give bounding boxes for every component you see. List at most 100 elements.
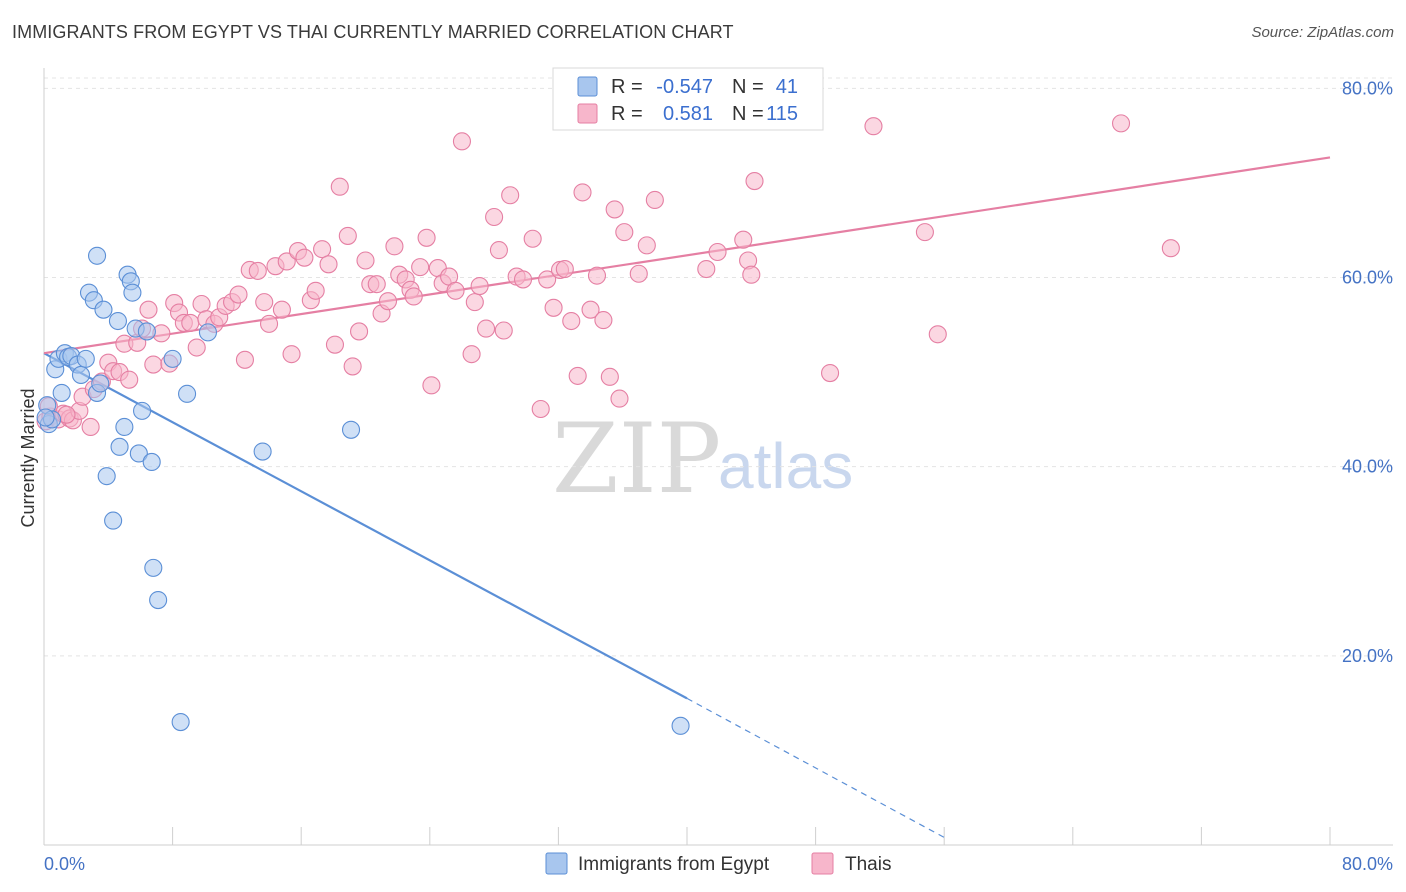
point-thais-72 xyxy=(462,345,481,364)
y-tick-labels: 20.0% 40.0% 60.0% 80.0% xyxy=(1342,78,1393,665)
point-thais-47 xyxy=(313,240,332,259)
point-thais-44 xyxy=(295,248,314,267)
point-thais-95 xyxy=(605,200,624,219)
point-egypt-22 xyxy=(115,417,134,437)
point-thais-111 xyxy=(1111,114,1131,133)
point-thais-49 xyxy=(325,335,345,354)
point-egypt-35 xyxy=(178,384,197,403)
y-tick-label-40: 40.0% xyxy=(1342,457,1393,477)
point-thais-93 xyxy=(594,311,613,330)
point-thais-41 xyxy=(277,252,296,271)
stats-legend: R = -0.547 N = 41 R = 0.581 N = 115 xyxy=(552,67,824,131)
point-egypt-20 xyxy=(108,311,127,331)
legend-r-label-egypt: R = xyxy=(611,76,643,98)
source-label: Source: ZipAtlas.com xyxy=(1251,24,1394,41)
legend-n-label-egypt: N = xyxy=(732,76,764,98)
point-egypt-15 xyxy=(87,246,107,265)
point-thais-110 xyxy=(928,325,947,344)
series-legend-swatch-egypt xyxy=(545,852,568,875)
point-egypt-31 xyxy=(144,558,163,577)
point-thais-70 xyxy=(446,281,465,300)
point-thais-100 xyxy=(645,190,664,210)
point-thais-64 xyxy=(411,258,430,277)
point-thais-94 xyxy=(600,367,619,386)
series-legend-swatch-thais xyxy=(811,852,834,875)
point-thais-59 xyxy=(385,237,404,256)
point-thais-63 xyxy=(404,287,423,306)
series-legend: Immigrants from Egypt Thais xyxy=(545,852,891,875)
point-thais-77 xyxy=(489,241,508,260)
point-thais-91 xyxy=(581,300,600,319)
trend-lines xyxy=(43,156,1331,838)
point-egypt-32 xyxy=(149,590,168,610)
point-thais-98 xyxy=(629,264,648,283)
point-egypt-38 xyxy=(341,420,361,439)
point-egypt-27 xyxy=(129,444,148,463)
point-egypt-28 xyxy=(133,401,152,420)
point-thais-99 xyxy=(637,236,656,255)
point-egypt-36 xyxy=(198,323,218,342)
point-thais-90 xyxy=(573,183,592,202)
point-thais-84 xyxy=(538,270,557,289)
point-egypt-37 xyxy=(253,442,272,461)
data-points xyxy=(36,114,1180,735)
point-thais-52 xyxy=(343,357,362,376)
point-egypt-30 xyxy=(142,452,161,472)
point-thais-102 xyxy=(708,242,727,262)
point-thais-40 xyxy=(272,300,291,319)
point-thais-105 xyxy=(742,265,761,284)
point-thais-71 xyxy=(452,132,472,151)
point-egypt-16 xyxy=(91,374,110,393)
axes xyxy=(43,68,1393,846)
watermark-zip: ZIP xyxy=(552,403,721,515)
point-thais-8 xyxy=(81,417,100,437)
point-thais-96 xyxy=(610,389,629,408)
legend-n-value-egypt: 41 xyxy=(776,76,798,98)
legend-n-label-thais: N = xyxy=(732,103,764,125)
point-thais-76 xyxy=(485,207,504,227)
y-tick-label-20: 20.0% xyxy=(1342,646,1393,666)
point-egypt-11 xyxy=(76,349,95,368)
point-egypt-39 xyxy=(671,716,690,735)
point-thais-34 xyxy=(235,350,254,369)
point-egypt-17 xyxy=(94,300,113,319)
legend-swatch-egypt xyxy=(577,76,598,97)
point-thais-58 xyxy=(378,292,398,311)
point-thais-106 xyxy=(745,172,764,191)
point-thais-75 xyxy=(477,319,496,338)
series-legend-label-thais: Thais xyxy=(845,854,891,875)
legend-r-value-thais: 0.581 xyxy=(663,103,713,125)
point-thais-15 xyxy=(120,370,139,389)
legend-n-value-thais: 115 xyxy=(766,103,798,125)
point-thais-37 xyxy=(255,293,274,312)
point-egypt-10 xyxy=(71,365,91,384)
point-thais-50 xyxy=(330,177,349,196)
watermark: ZIP atlas xyxy=(552,403,853,515)
legend-r-label-thais: R = xyxy=(611,103,643,125)
point-thais-78 xyxy=(494,321,513,340)
x-tick-label-min: 0.0% xyxy=(44,854,85,874)
y-tick-label-80: 80.0% xyxy=(1342,78,1393,98)
y-tick-label-60: 60.0% xyxy=(1342,268,1393,288)
point-thais-26 xyxy=(187,338,206,357)
point-thais-81 xyxy=(513,270,533,289)
point-egypt-18 xyxy=(97,467,116,486)
trend-line-0 xyxy=(43,352,688,700)
point-thais-88 xyxy=(562,311,581,331)
point-thais-36 xyxy=(248,261,267,280)
point-egypt-40 xyxy=(36,408,55,427)
point-egypt-29 xyxy=(137,322,156,341)
point-thais-25 xyxy=(181,313,200,332)
point-thais-18 xyxy=(139,300,158,319)
point-thais-79 xyxy=(501,186,520,205)
point-thais-19 xyxy=(144,355,163,374)
point-thais-46 xyxy=(306,281,325,300)
point-thais-56 xyxy=(367,275,386,294)
trend-line-1 xyxy=(43,156,1331,355)
series-legend-label-egypt: Immigrants from Egypt xyxy=(578,854,770,875)
point-thais-74 xyxy=(470,276,489,296)
y-axis-label: Currently Married xyxy=(18,388,38,527)
point-thais-48 xyxy=(319,255,338,274)
point-thais-107 xyxy=(821,364,840,383)
point-thais-87 xyxy=(555,259,574,279)
